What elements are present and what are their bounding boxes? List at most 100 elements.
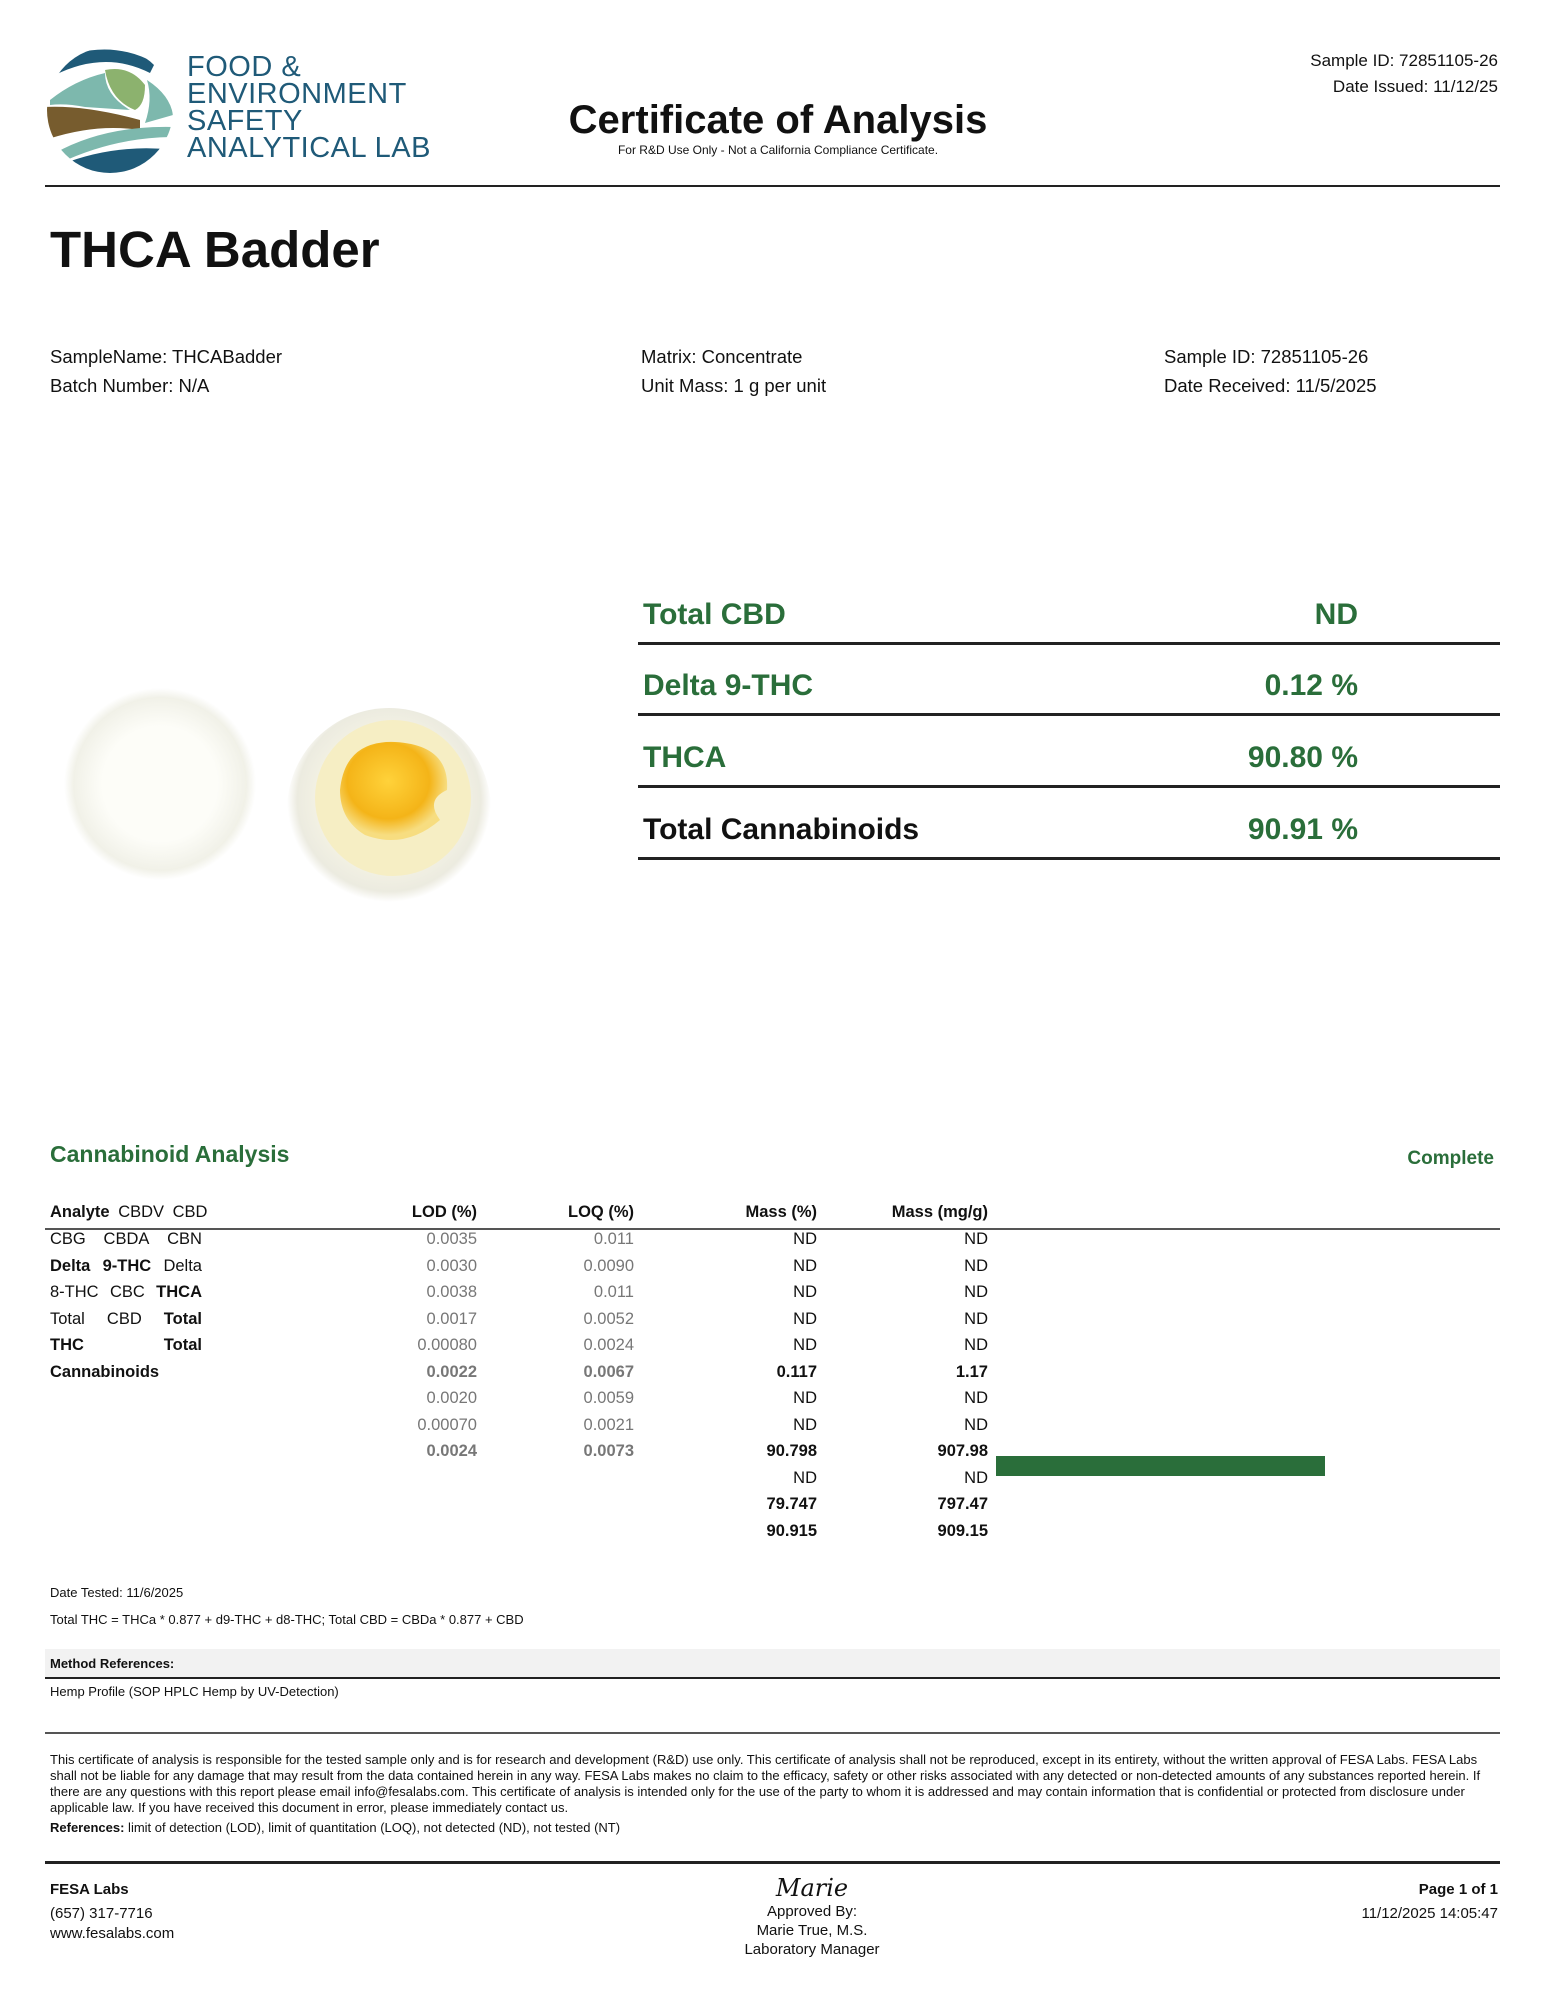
product-photo: [64, 688, 491, 912]
col-lod: LOD (%): [411, 1203, 477, 1221]
cell-mass-pct: 90.798: [766, 1442, 817, 1460]
references-label: References:: [50, 1820, 125, 1835]
page-number: Page 1 of 1: [1418, 1881, 1498, 1898]
cell-mass-pct: ND: [793, 1256, 817, 1275]
cell-mass-pct: ND: [793, 1389, 817, 1407]
analyte-word: CBDV: [118, 1203, 165, 1221]
total-formula: Total THC = THCa * 0.877 + d9-THC + d8-T…: [50, 1612, 524, 1627]
summary-label: Total CBD: [643, 598, 786, 631]
footer-phone: (657) 317-7716: [50, 1905, 153, 1922]
logo-line: FOOD &: [187, 51, 302, 83]
analyte-word: 9-THC: [102, 1256, 152, 1275]
analysis-status: Complete: [1407, 1148, 1494, 1169]
cell-mass-pct: ND: [793, 1283, 817, 1301]
col-loq: LOQ (%): [568, 1203, 634, 1221]
matrix: Matrix: Concentrate: [641, 346, 803, 367]
cell-mass-mgg: ND: [964, 1283, 988, 1301]
unit-mass: Unit Mass: 1 g per unit: [641, 375, 827, 396]
cell-lod: 0.0030: [426, 1256, 477, 1275]
cell-mass-pct: 90.915: [766, 1521, 817, 1540]
document-title: Certificate of Analysis: [568, 98, 988, 142]
approver-name: Marie True, M.S.: [756, 1922, 868, 1939]
cell-loq: 0.0090: [583, 1256, 634, 1275]
footer-approval: Marie Approved By: Marie True, M.S. Labo…: [672, 1874, 952, 1959]
cell-lod: 0.0020: [426, 1389, 477, 1407]
analyte-word: CBD: [106, 1309, 142, 1328]
cell-mass-mgg: ND: [964, 1389, 988, 1407]
cell-mass-mgg: ND: [964, 1336, 988, 1354]
cell-lod: 0.0017: [426, 1309, 477, 1328]
analyte-word: Cannabinoids: [50, 1362, 160, 1381]
info-col-3: Sample ID: 72851105-26 Date Received: 11…: [1164, 342, 1377, 400]
cell-loq: 0.0067: [583, 1362, 634, 1381]
approver-title: Laboratory Manager: [744, 1941, 880, 1958]
cell-loq: 0.0021: [583, 1415, 634, 1434]
summary-value: 90.80 %: [1247, 741, 1358, 774]
sample-name: SampleName: THCABadder: [50, 346, 283, 367]
references-text: limit of detection (LOD), limit of quant…: [124, 1820, 621, 1835]
col-analyte-label: Analyte: [50, 1203, 110, 1221]
analyte-word: Delta: [163, 1256, 202, 1275]
analyte-word: Total: [50, 1309, 85, 1328]
references: References: limit of detection (LOD), li…: [50, 1820, 620, 1835]
cell-mass-pct: ND: [793, 1415, 817, 1434]
methods-divider: [45, 1732, 1500, 1734]
cell-lod: 0.0024: [426, 1442, 477, 1460]
summary-value: 0.12 %: [1264, 669, 1358, 702]
summary-value: ND: [1314, 598, 1358, 631]
header-meta: Sample ID: 72851105-26 Date Issued: 11/1…: [1310, 48, 1498, 100]
date-received: Date Received: 11/5/2025: [1164, 375, 1377, 396]
info-col-1: SampleName: THCABadder Batch Number: N/A: [50, 342, 282, 400]
analyte-list: CBG CBDA CBN Delta 9-THC Delta 8-THC CBC THCA …: [50, 1226, 202, 1385]
summary-row-total-cannabinoids: Total Cannabinoids 90.91 %: [638, 787, 1500, 860]
summary-value: 90.91 %: [1247, 813, 1358, 846]
cell-lod: 0.0022: [426, 1362, 477, 1381]
analyte-word: CBN: [167, 1230, 202, 1248]
cell-mass-pct: 79.747: [766, 1495, 817, 1513]
analyte-word: CBG: [50, 1230, 86, 1248]
footer-left: FESA Labs (657) 317-7716 www.fesalabs.co…: [50, 1880, 174, 1944]
cell-loq: 0.0059: [583, 1389, 634, 1407]
thca-mass-bar: [996, 1456, 1325, 1476]
cell-mass-mgg: ND: [964, 1415, 988, 1434]
col-analyte: Analyte CBDV CBD: [50, 1203, 207, 1222]
header-date-issued: Date Issued: 11/12/25: [1332, 77, 1498, 96]
logo-text: FOOD & ENVIRONMENT SAFETY ANALYTICAL LAB: [187, 51, 431, 163]
cell-mass-pct: 0.117: [776, 1362, 817, 1381]
summary-row-thca: THCA 90.80 %: [638, 715, 1500, 788]
analyte-word: CBDA: [103, 1230, 150, 1248]
cell-loq: 0.0073: [583, 1442, 634, 1460]
cell-lod: 0.00080: [417, 1336, 477, 1354]
cell-mass-mgg: 907.98: [937, 1442, 988, 1460]
product-name: THCA Badder: [50, 221, 380, 278]
cell-loq: 0.0024: [583, 1336, 634, 1354]
analyte-word: Total: [163, 1336, 202, 1354]
cell-mass-mgg: 909.15: [937, 1521, 988, 1540]
logo-line: SAFETY: [187, 105, 303, 137]
header-sample-id: Sample ID: 72851105-26: [1310, 51, 1498, 70]
cell-mass-pct: ND: [793, 1230, 817, 1248]
approved-by-label: Approved By:: [766, 1903, 858, 1920]
cell-mass-mgg: 797.47: [937, 1495, 988, 1513]
summary-row-delta9-thc: Delta 9-THC 0.12 %: [638, 643, 1500, 716]
analyte-word: THC: [50, 1336, 84, 1354]
cell-mass-pct: ND: [793, 1309, 817, 1328]
cell-loq: 0.0052: [583, 1309, 634, 1328]
col-mass-mgg: Mass (mg/g): [891, 1203, 988, 1221]
footer-website[interactable]: www.fesalabs.com: [50, 1925, 175, 1942]
signature: Marie: [775, 1874, 849, 1902]
footer-right: Page 1 of 1 11/12/2025 14:05:47: [1361, 1880, 1498, 1924]
method-references-title: Method References:: [50, 1656, 175, 1671]
cell-lod: 0.00070: [417, 1415, 477, 1434]
logo-line: ENVIRONMENT: [187, 78, 407, 110]
analyte-word: CBC: [109, 1283, 145, 1301]
cell-mass-mgg: 1.17: [955, 1362, 988, 1381]
cell-mass-pct: ND: [793, 1468, 817, 1487]
footer-company: FESA Labs: [50, 1881, 129, 1898]
summary-label: Total Cannabinoids: [643, 813, 920, 846]
table-header-divider: [45, 1228, 1500, 1230]
cell-lod: 0.0038: [426, 1283, 477, 1301]
cell-lod: 0.0035: [426, 1230, 477, 1248]
header-divider: [45, 185, 1500, 187]
analyte-word: 8-THC: [50, 1283, 99, 1301]
